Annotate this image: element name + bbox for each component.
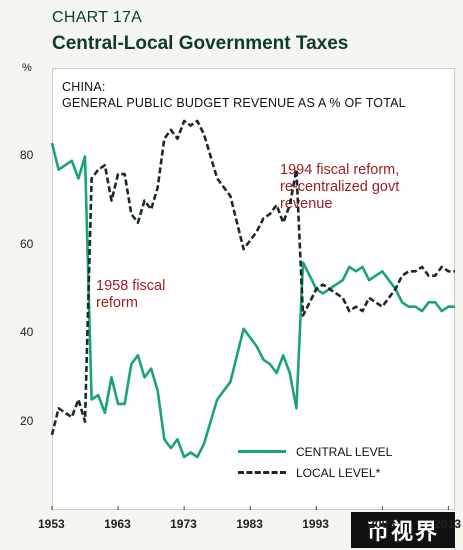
x-tick-label: 1953 xyxy=(38,517,65,531)
legend-item-central: CENTRAL LEVEL xyxy=(238,441,392,462)
x-tick-label: 2003 xyxy=(368,517,396,531)
y-tick-label: 40 xyxy=(20,325,34,340)
annotation-1958-fiscal-reform: 1958 fiscal reform xyxy=(96,278,165,312)
legend-item-local: LOCAL LEVEL* xyxy=(238,462,392,483)
x-tick-label: 1963 xyxy=(104,517,131,531)
y-tick-label: 20 xyxy=(20,413,34,428)
chart-title: Central-Local Government Taxes xyxy=(52,33,349,54)
annotation-1958-line: 1958 fiscal xyxy=(96,278,166,294)
x-tick-label: 2013 xyxy=(434,517,462,531)
chart-number-label: CHART 17A xyxy=(52,9,143,26)
annotation-1994-line: 1994 fiscal reform, xyxy=(280,162,400,178)
y-axis-unit-label: % xyxy=(22,62,32,74)
subtitle-line-country: CHINA: xyxy=(62,80,106,94)
annotation-1994-line: revenue xyxy=(280,196,333,212)
chart-subtitle: CHINA: GENERAL PUBLIC BUDGET REVENUE AS … xyxy=(62,79,406,111)
legend-swatch-local xyxy=(238,471,286,474)
y-tick-label: 60 xyxy=(20,236,34,251)
watermark-logo: 币视界 xyxy=(351,512,455,548)
subtitle-line-description: GENERAL PUBLIC BUDGET REVENUE AS A % OF … xyxy=(62,96,406,110)
x-tick-label: 1983 xyxy=(236,517,263,531)
x-tick-label: 1973 xyxy=(170,517,197,531)
y-tick-label: 80 xyxy=(20,148,34,163)
chart-legend: CENTRAL LEVEL LOCAL LEVEL* xyxy=(238,441,392,483)
annotation-1958-line: reform xyxy=(96,295,138,311)
legend-swatch-central xyxy=(238,450,286,453)
plot-area xyxy=(52,68,455,510)
series-line-central xyxy=(50,142,455,459)
x-tick-label: 1993 xyxy=(302,517,329,531)
legend-label-local: LOCAL LEVEL* xyxy=(296,465,381,480)
annotation-1994-line: re-centralized govt xyxy=(280,179,400,195)
legend-label-central: CENTRAL LEVEL xyxy=(296,444,393,459)
series-line-local xyxy=(50,119,455,436)
annotation-1994-fiscal-reform: 1994 fiscal reform, re-centralized govt … xyxy=(280,162,399,213)
